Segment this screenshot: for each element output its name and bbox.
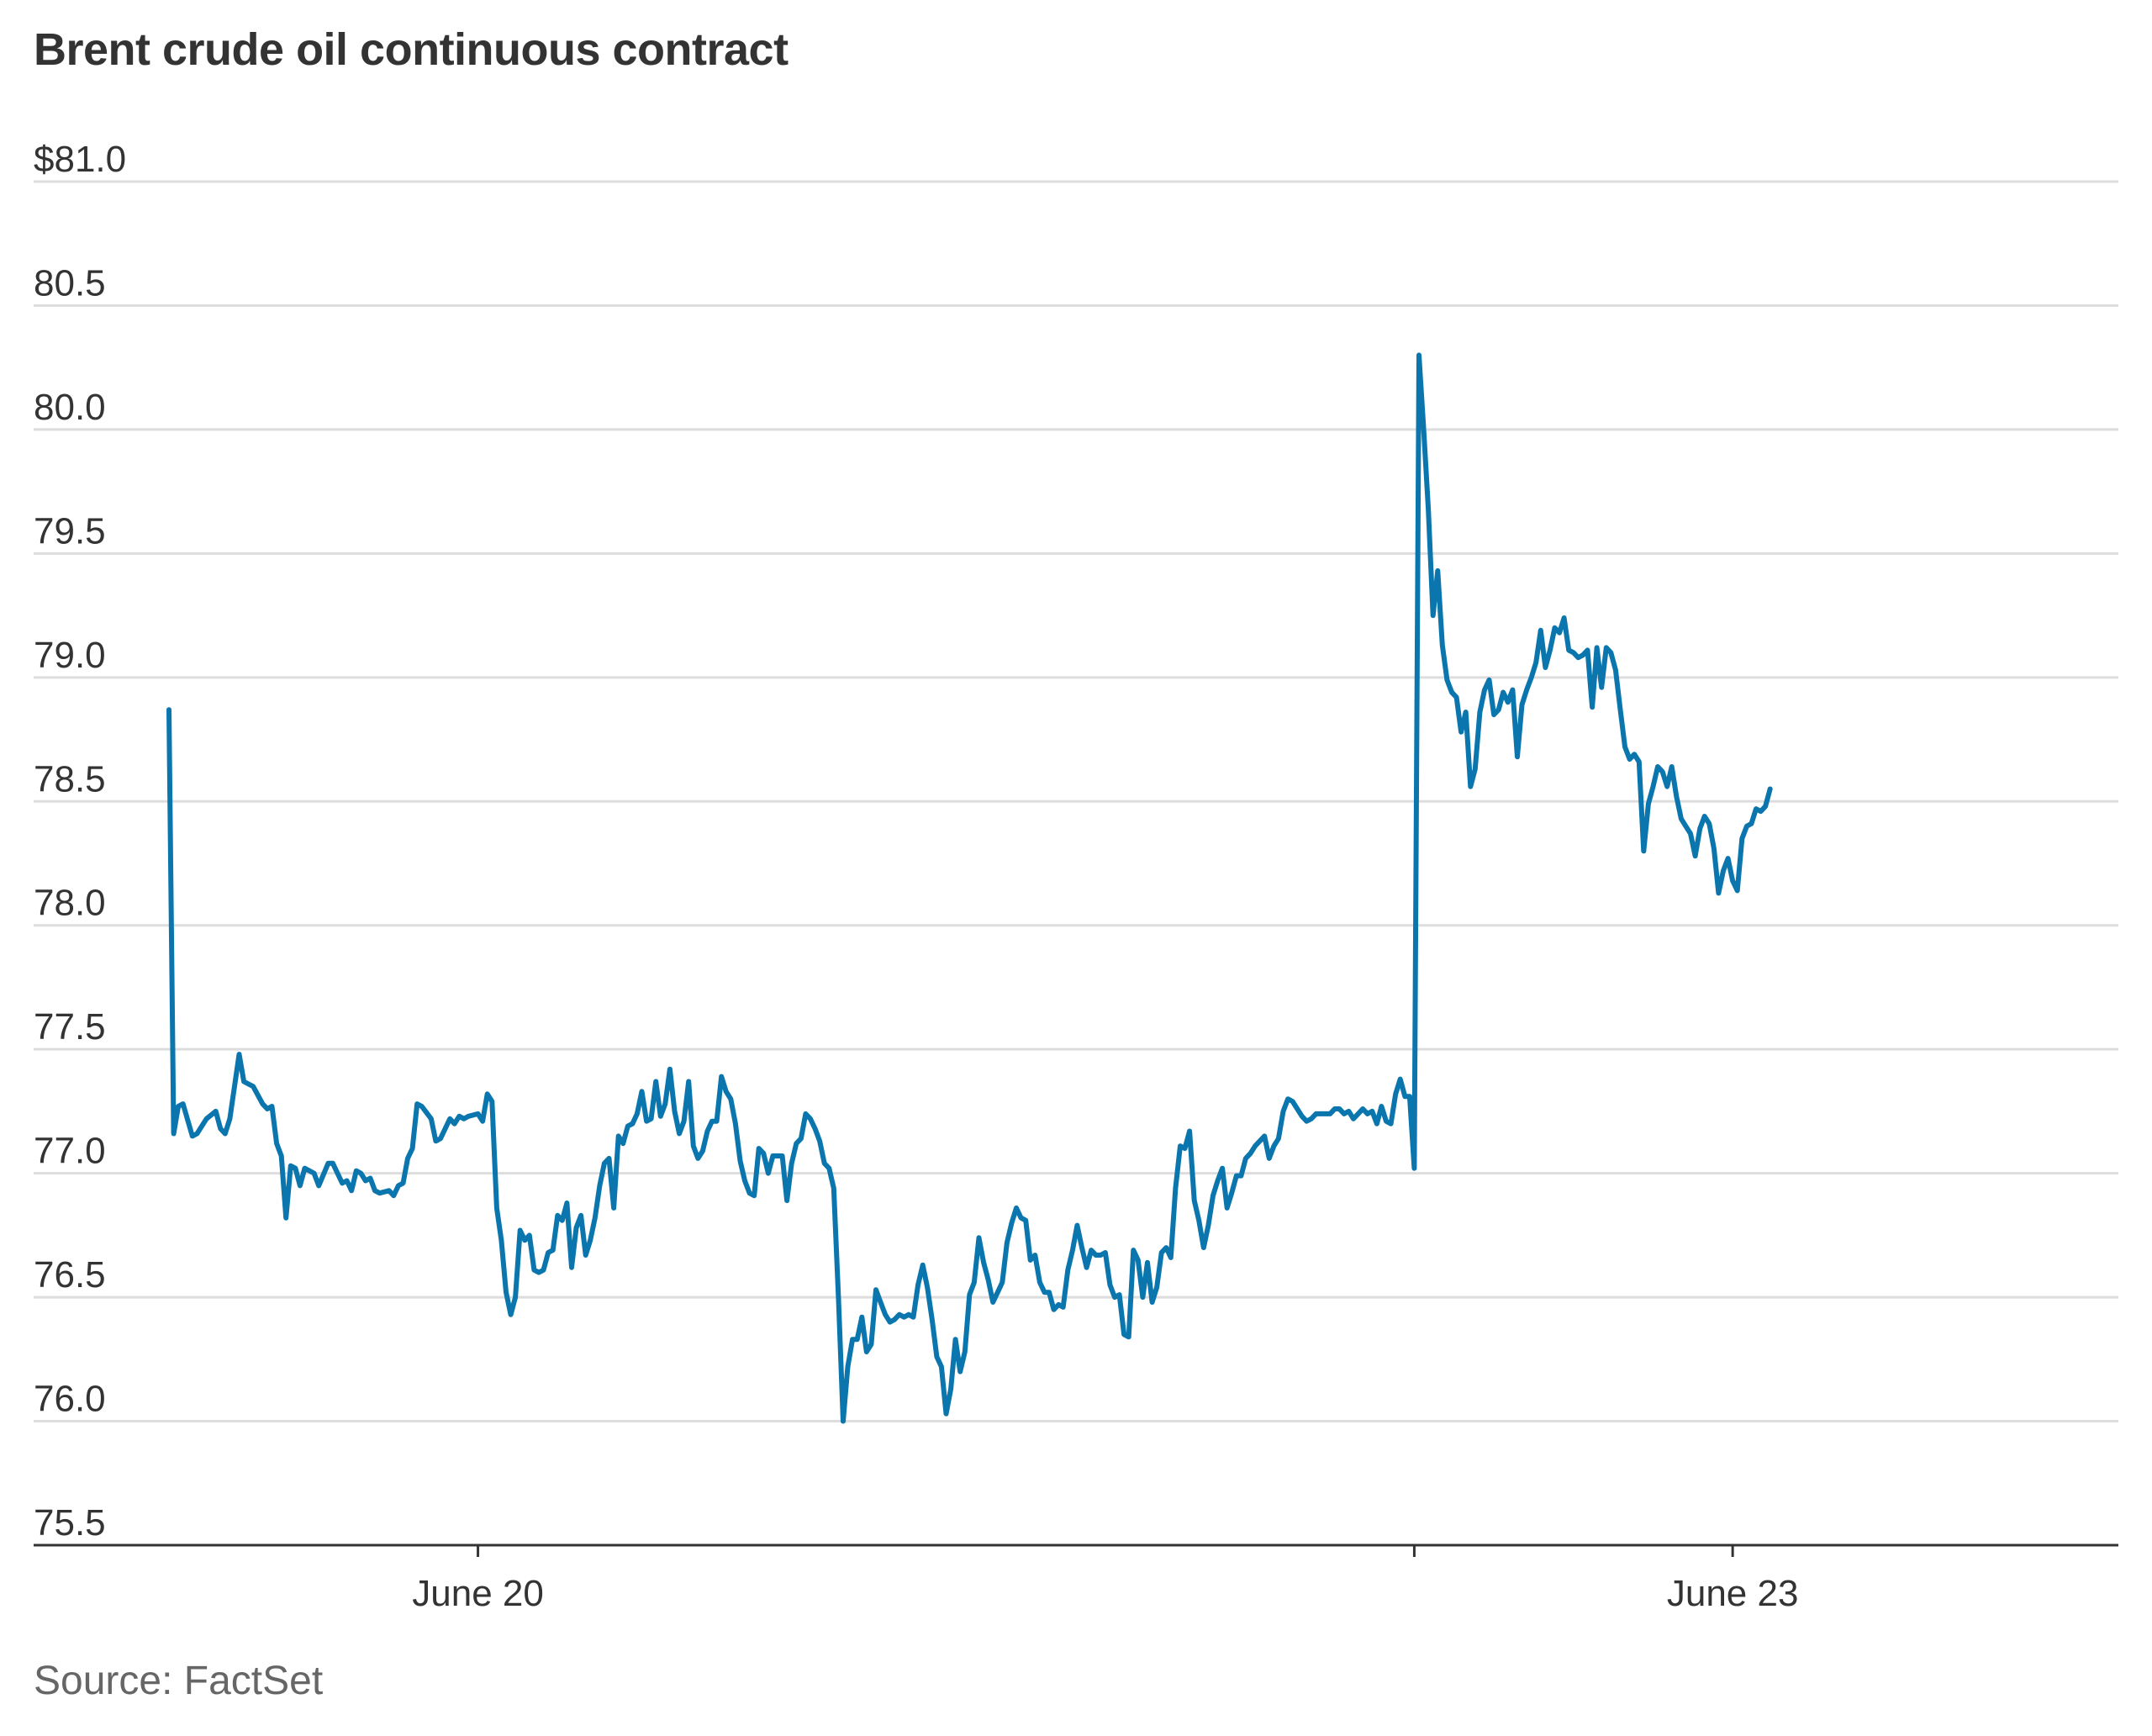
y-axis-tick-labels: $81.0 80.5 80.0 79.5 79.0 78.5 78.0 77.5 77.0 76.… bbox=[34, 139, 126, 1543]
series-lines bbox=[166, 352, 1773, 1424]
gridlines bbox=[34, 180, 2118, 1423]
price-line bbox=[166, 352, 1773, 1424]
chart-title: Brent crude oil continuous contract bbox=[34, 24, 789, 75]
y-tick-label: 78.0 bbox=[34, 883, 106, 924]
y-tick-label: $81.0 bbox=[34, 139, 126, 180]
y-tick-label: 79.5 bbox=[34, 510, 106, 551]
y-tick-label: 78.5 bbox=[34, 758, 106, 799]
y-tick-label: 80.0 bbox=[34, 387, 106, 428]
x-axis: June 20 June 23 bbox=[34, 1543, 2118, 1614]
y-tick-label: 77.0 bbox=[34, 1131, 106, 1172]
y-tick-label: 80.5 bbox=[34, 262, 106, 303]
y-tick-label: 76.0 bbox=[34, 1379, 106, 1420]
x-tick-label: June 20 bbox=[412, 1573, 544, 1614]
y-tick-label: 76.5 bbox=[34, 1254, 106, 1295]
y-tick-label: 77.5 bbox=[34, 1006, 106, 1047]
y-tick-label: 79.0 bbox=[34, 635, 106, 676]
source-note: Source: FactSet bbox=[34, 1659, 324, 1703]
x-tick-label: June 23 bbox=[1667, 1573, 1799, 1614]
y-tick-label: 75.5 bbox=[34, 1502, 106, 1543]
